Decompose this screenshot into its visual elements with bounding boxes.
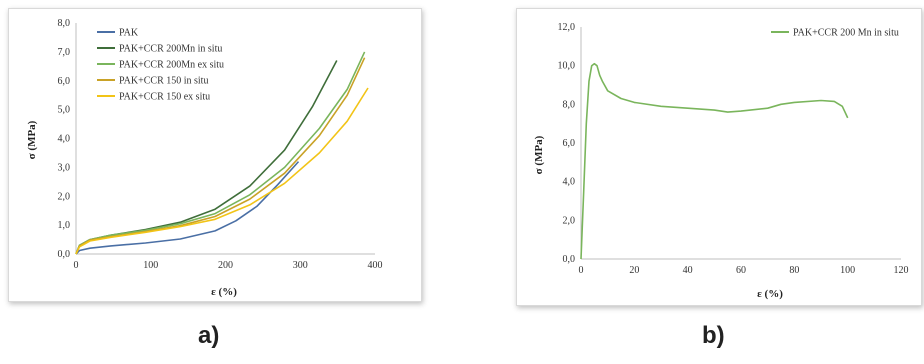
chart-a-legend-label: PAK: [119, 28, 139, 39]
chart-a-y-tick-label: 1,0: [58, 220, 71, 231]
chart-b-x-tick-label: 0: [579, 265, 584, 276]
chart-b-legend-label: PAK+CCR 200 Mn in situ: [793, 28, 899, 39]
chart-a-y-tick-label: 3,0: [58, 162, 71, 173]
chart-a-y-tick-label: 2,0: [58, 191, 71, 202]
chart-a-y-tick-label: 6,0: [58, 76, 71, 87]
chart-a-svg: 0 100 200 300 400 0,0 1,0 2,0 3,0 4,0 5,0 6,0 7,0 8,0…: [26, 18, 383, 298]
chart-b-x-tick-label: 100: [840, 265, 855, 276]
chart-b-marks: 0 20 40 60 80 100 120 0,0 2,0 4,0 6,0 8,0 10,0 12,0 PA…: [558, 22, 909, 276]
chart-b-y-tick-label: 4,0: [563, 177, 576, 188]
chart-b-y-tick-label: 2,0: [563, 215, 576, 226]
chart-b-xlabel: ε (%): [757, 288, 783, 300]
chart-b-x-tick-label: 60: [736, 265, 746, 276]
chart-a-x-tick-label: 100: [143, 260, 158, 271]
chart-b-y-tick-label: 6,0: [563, 138, 576, 149]
chart-a-y-tick-label: 4,0: [58, 134, 71, 145]
chart-b-x-tick-label: 120: [894, 265, 909, 276]
panel-label-a: a): [198, 322, 220, 349]
chart-b-y-tick-label: 10,0: [558, 61, 576, 72]
chart-a-series-line: [75, 87, 369, 255]
chart-a-x-tick-label: 300: [293, 260, 308, 271]
chart-a-series-line: [75, 57, 366, 255]
chart-a-series-line: [75, 161, 300, 255]
chart-a-series-line: [75, 60, 338, 255]
chart-a-legend-label: PAK+CCR 200Mn ex situ: [119, 60, 224, 71]
chart-b-x-tick-label: 40: [683, 265, 693, 276]
chart-b-y-tick-label: 8,0: [563, 99, 576, 110]
chart-a-legend-label: PAK+CCR 150 ex situ: [119, 92, 210, 103]
chart-a-marks: 0 100 200 300 400 0,0 1,0 2,0 3,0 4,0 5,0 6,0 7,0 8,0…: [58, 18, 383, 271]
chart-a-legend-label: PAK+CCR 150 in situ: [119, 76, 208, 87]
chart-a-y-tick-label: 5,0: [58, 105, 71, 116]
chart-a-ylabel: σ (MPa): [26, 120, 38, 159]
panel-label-b: b): [702, 322, 725, 349]
chart-b-ylabel: σ (MPa): [533, 135, 545, 174]
chart-a-y-tick-label: 7,0: [58, 47, 71, 58]
chart-a-xlabel: ε (%): [211, 286, 237, 298]
chart-panel-a: 0 100 200 300 400 0,0 1,0 2,0 3,0 4,0 5,0 6,0 7,0 8,0…: [8, 8, 422, 302]
chart-a-x-tick-label: 400: [368, 260, 383, 271]
chart-b-x-tick-label: 80: [789, 265, 799, 276]
chart-a-y-tick-label: 8,0: [58, 18, 71, 29]
chart-b-series-line: [580, 62, 849, 260]
chart-a-legend-label: PAK+CCR 200Mn in situ: [119, 44, 222, 55]
chart-a-y-tick-label: 0,0: [58, 249, 71, 260]
chart-b-y-tick-label: 0,0: [563, 254, 576, 265]
chart-b-x-tick-label: 20: [629, 265, 639, 276]
chart-b-y-tick-label: 12,0: [558, 22, 576, 33]
chart-a-x-tick-label: 0: [74, 260, 79, 271]
chart-b-svg: 0 20 40 60 80 100 120 0,0 2,0 4,0 6,0 8,0 10,0 12,0 PA…: [533, 22, 909, 300]
chart-a-x-tick-label: 200: [218, 260, 233, 271]
chart-panel-b: 0 20 40 60 80 100 120 0,0 2,0 4,0 6,0 8,0 10,0 12,0 PA…: [516, 8, 922, 306]
